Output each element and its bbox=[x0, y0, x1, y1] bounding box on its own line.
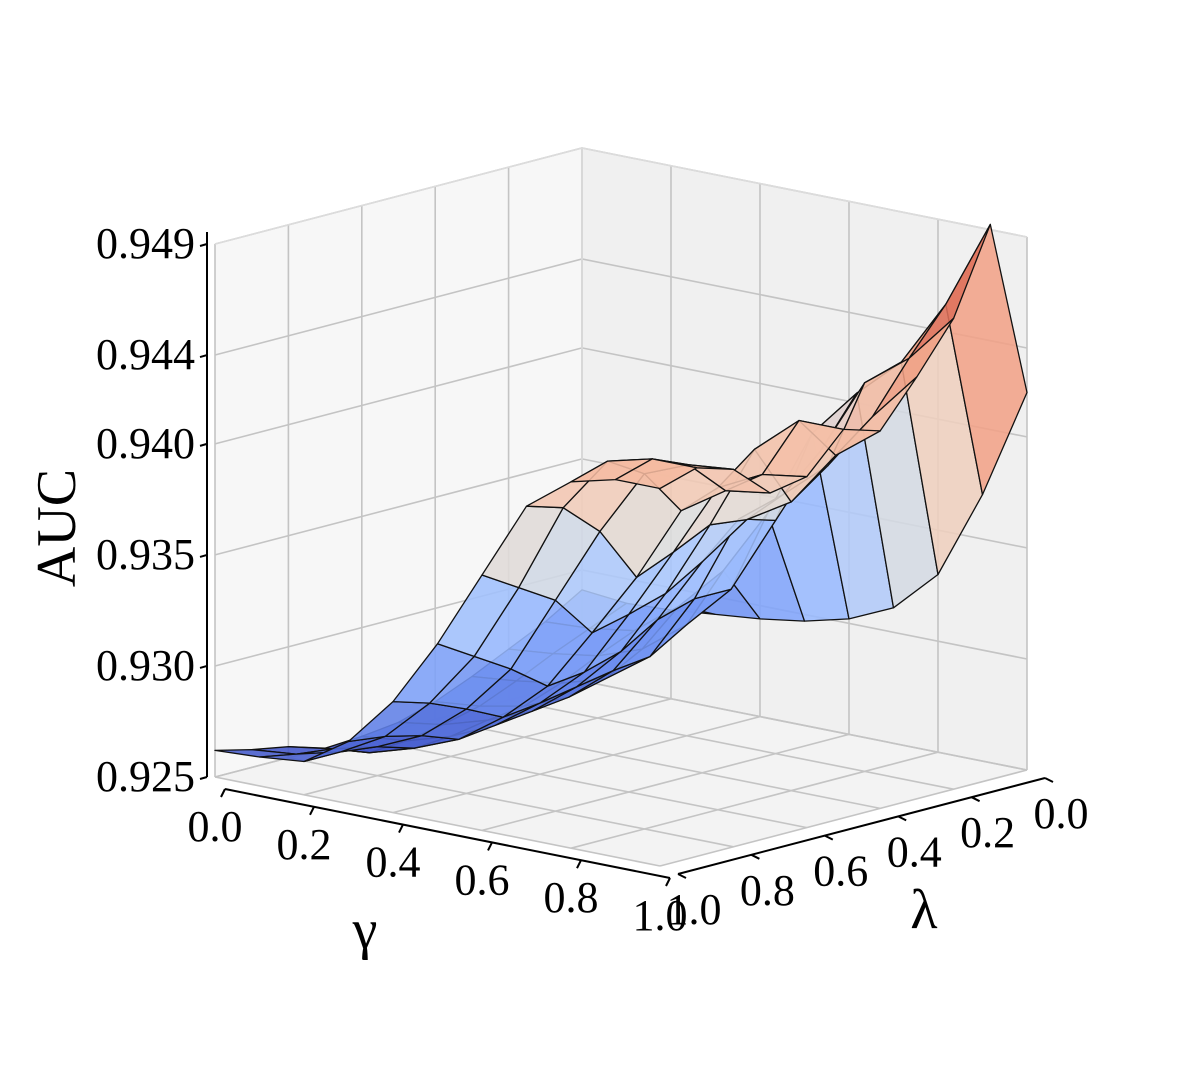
x-tick-label: 0.6 bbox=[455, 855, 510, 904]
y-gridline-floor bbox=[435, 718, 881, 810]
y-gridline-floor bbox=[361, 737, 807, 829]
x-tick-mark bbox=[487, 841, 493, 851]
y-axis-line bbox=[677, 777, 1046, 875]
x-gridline-floor bbox=[392, 715, 761, 814]
y-tick-label: 0.8 bbox=[740, 866, 795, 915]
x-gridline-floor bbox=[659, 769, 1028, 867]
x-gridline-floor bbox=[570, 751, 939, 849]
y-tick-mark bbox=[897, 815, 907, 822]
y-tick-label: 0.6 bbox=[813, 847, 868, 896]
y-tick-mark bbox=[824, 834, 834, 841]
x-gridline-floor bbox=[481, 733, 850, 832]
surface-face bbox=[614, 458, 698, 490]
y-axis-label: λ bbox=[910, 879, 937, 941]
x-tick-mark bbox=[398, 824, 404, 834]
z-axis-label: AUC bbox=[26, 469, 88, 587]
z-tick-mark bbox=[199, 354, 208, 359]
axis-lines bbox=[199, 232, 1054, 887]
z-tick-mark bbox=[199, 442, 208, 447]
z-tick-label: 0.925 bbox=[96, 752, 195, 801]
z-tick-mark bbox=[199, 664, 208, 669]
x-tick-label: 0.2 bbox=[277, 820, 332, 869]
x-tick-label: 1.0 bbox=[633, 891, 688, 940]
z-tick-mark bbox=[199, 243, 208, 247]
z-tick-label: 0.930 bbox=[96, 641, 195, 690]
x-tick-label: 0.0 bbox=[188, 802, 243, 851]
x-tick-label: 0.8 bbox=[544, 873, 599, 922]
surface-mesh bbox=[214, 223, 1028, 763]
z-tick-label: 0.949 bbox=[96, 219, 195, 268]
y-tick-mark bbox=[971, 796, 981, 803]
pane-edge bbox=[214, 147, 583, 245]
y-gridline-floor bbox=[581, 680, 1028, 771]
z-tick-label: 0.935 bbox=[96, 530, 195, 579]
z-tick-label: 0.940 bbox=[96, 419, 195, 468]
y-gridline-floor bbox=[508, 699, 954, 790]
x-gridline-floor bbox=[303, 698, 672, 796]
y-tick-label: 0.0 bbox=[1034, 789, 1089, 838]
y-gridline-floor bbox=[288, 757, 734, 848]
z-tick-mark bbox=[199, 776, 208, 780]
x-tick-mark bbox=[220, 788, 226, 798]
x-axis-label: γ bbox=[352, 899, 378, 961]
y-tick-mark bbox=[677, 873, 687, 879]
y-tick-label: 0.2 bbox=[960, 808, 1015, 857]
x-tick-label: 0.4 bbox=[366, 838, 421, 887]
z-tick-mark bbox=[199, 553, 208, 558]
x-tick-mark bbox=[576, 859, 582, 869]
tick-labels: 0.925 0.930 0.935 0.940 0.944 0.949 0.0 0.2 0.4 0… bbox=[96, 219, 1089, 940]
x-tick-mark bbox=[309, 806, 315, 816]
x-axis-line bbox=[224, 788, 671, 879]
y-tick-label: 0.4 bbox=[887, 827, 942, 876]
y-tick-label: 1.0 bbox=[667, 885, 722, 934]
z-tick-label: 0.944 bbox=[96, 330, 195, 379]
y-tick-mark bbox=[1044, 777, 1054, 783]
x-tick-mark bbox=[665, 877, 671, 887]
pane-edge bbox=[581, 147, 1028, 238]
y-tick-mark bbox=[750, 853, 760, 860]
y-gridline-floor bbox=[214, 776, 661, 867]
